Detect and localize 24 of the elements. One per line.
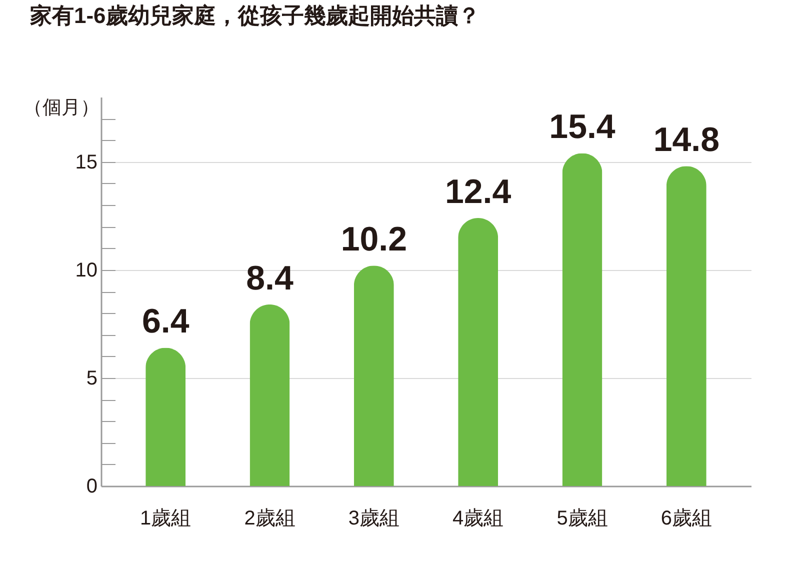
bar xyxy=(458,218,498,486)
bar xyxy=(666,166,706,486)
x-tick-label: 2歲組 xyxy=(244,508,296,530)
x-tick-label: 5歲組 xyxy=(556,508,608,530)
data-label: 12.4 xyxy=(444,173,512,212)
x-tick-label: 1歲組 xyxy=(140,508,192,530)
data-label: 10.2 xyxy=(340,220,408,259)
x-tick-label: 3歲組 xyxy=(348,508,400,530)
data-label: 14.8 xyxy=(653,121,720,160)
data-label: 8.4 xyxy=(246,259,294,298)
y-axis-title: （個月） xyxy=(24,98,100,118)
x-tick-label: 4歲組 xyxy=(452,508,504,530)
data-label: 6.4 xyxy=(142,302,190,341)
y-tick-label: 10 xyxy=(75,259,98,282)
bar xyxy=(354,266,394,486)
y-tick-label: 0 xyxy=(86,476,98,498)
bar xyxy=(250,304,290,486)
bar xyxy=(562,153,602,486)
bar xyxy=(146,348,186,486)
x-tick-label: 6歲組 xyxy=(660,508,712,530)
chart-title: 家有1-6歲幼兒家庭，從孩子幾歲起開始共讀？ xyxy=(29,3,480,28)
data-label: 15.4 xyxy=(549,108,616,146)
y-tick-label: 15 xyxy=(75,151,98,174)
y-tick-label: 5 xyxy=(86,367,98,390)
